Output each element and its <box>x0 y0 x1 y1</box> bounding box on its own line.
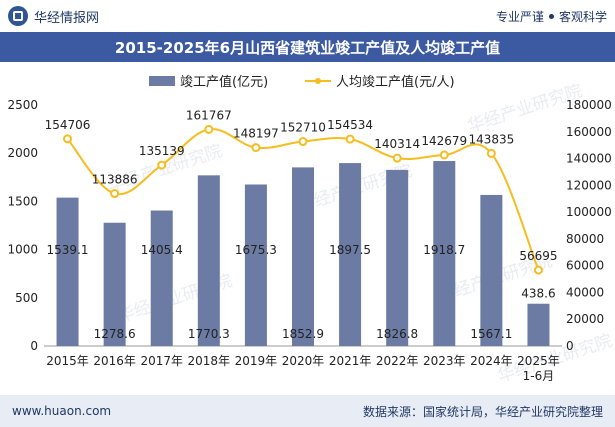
y-right-tick-label: 60000 <box>566 259 604 273</box>
line-data-label: 135139 <box>139 144 185 158</box>
x-tick-label: 2024年 <box>470 354 513 368</box>
chart: 华经产业研究院华经产业研究院华经产业研究院华经产业研究院华经产业研究院华经产业研… <box>7 74 614 387</box>
line-data-label: 161767 <box>186 108 232 122</box>
bar-data-label: 1918.7 <box>423 243 465 257</box>
legend-bar-swatch <box>149 76 175 86</box>
y-right-tick-label: 20000 <box>566 312 604 326</box>
line-data-label: 148197 <box>233 127 279 141</box>
brand: 华经情报网 <box>8 6 99 26</box>
bar <box>150 210 173 346</box>
chart-title: 2015-2025年6月山西省建筑业竣工产值及人均竣工产值 <box>114 38 501 57</box>
line-point <box>157 160 167 170</box>
y-right-tick-label: 120000 <box>566 178 612 192</box>
x-tick-label: 2015年 <box>46 354 89 368</box>
x-tick-label: 2022年 <box>376 354 419 368</box>
bar <box>56 197 79 346</box>
y-right-tick-label: 80000 <box>566 232 604 246</box>
y-right-tick-label: 40000 <box>566 285 604 299</box>
line-data-label: 56695 <box>519 249 557 263</box>
bar-data-label: 1852.9 <box>282 327 324 341</box>
bar-data-label: 1826.8 <box>376 327 418 341</box>
y-left-tick-label: 2500 <box>7 98 38 112</box>
x-tick-label: 2020年 <box>282 354 325 368</box>
line-point <box>251 143 261 153</box>
y-right-tick-label: 0 <box>566 339 574 353</box>
y-right-tick-label: 180000 <box>566 98 612 112</box>
bar-data-label: 1567.1 <box>470 327 512 341</box>
x-tick-label: 2018年 <box>188 354 231 368</box>
x-tick-label: 2019年 <box>235 354 278 368</box>
line-point <box>204 124 214 134</box>
bar <box>103 222 126 346</box>
line-data-label: 152710 <box>280 121 326 135</box>
data-source: 数据来源：国家统计局，华经产业研究院整理 <box>362 404 603 419</box>
line-point <box>533 265 543 275</box>
y-left-tick-label: 0 <box>30 339 38 353</box>
line-point <box>345 134 355 144</box>
bar <box>244 184 267 346</box>
y-left-tick-label: 1000 <box>7 243 38 257</box>
separator-dot-icon <box>548 13 554 19</box>
bar <box>292 167 314 346</box>
chart-title-bar: 2015-2025年6月山西省建筑业竣工产值及人均竣工产值 <box>0 32 615 62</box>
tag-objective: 客观科学 <box>558 9 607 24</box>
bar-data-label: 1278.6 <box>94 327 136 341</box>
bar-data-label: 1897.5 <box>329 243 371 257</box>
bar-data-label: 1675.3 <box>235 243 277 257</box>
top-bar: 华经情报网 专业严谨 客观科学 <box>0 0 615 32</box>
tag-professional: 专业严谨 <box>495 9 544 24</box>
line-data-label: 142679 <box>421 134 467 148</box>
line-point <box>392 153 402 163</box>
bar <box>480 194 503 346</box>
bar-data-label: 1539.1 <box>47 243 89 257</box>
bar <box>386 169 409 346</box>
y-left-tick-label: 500 <box>15 291 38 305</box>
website-link[interactable]: www.huaon.com <box>12 404 112 418</box>
bar-data-label: 1770.3 <box>188 327 230 341</box>
x-tick-label: 2021年 <box>329 354 372 368</box>
y-right-tick-label: 100000 <box>566 205 612 219</box>
bar-data-label: 1405.4 <box>141 243 183 257</box>
legend-line-label: 人均竣工产值(元/人) <box>336 74 455 90</box>
series-line <box>66 128 540 271</box>
y-right-tick-label: 140000 <box>566 152 612 166</box>
line-data-label: 154706 <box>45 118 91 132</box>
brand-logo-icon <box>8 6 28 26</box>
y-right-tick-label: 160000 <box>566 125 612 139</box>
bar <box>527 303 550 346</box>
x-tick-label: 2023年 <box>423 354 466 368</box>
footer: www.huaon.com 数据来源：国家统计局，华经产业研究院整理 <box>0 395 615 427</box>
bar <box>339 163 362 346</box>
tagline: 专业严谨 客观科学 <box>496 8 607 25</box>
x-tick-label: 2017年 <box>140 354 183 368</box>
line-data-label: 113886 <box>92 173 138 187</box>
line-point <box>110 189 120 199</box>
y-left-tick-label: 1500 <box>7 194 38 208</box>
brand-name: 华经情报网 <box>34 10 100 26</box>
line-point <box>439 150 449 160</box>
legend-bar-label: 竣工产值(亿元) <box>180 74 268 90</box>
bar-data-label: 438.6 <box>521 287 555 301</box>
x-tick-label: 2016年 <box>93 354 136 368</box>
x-tick-label: 1-6月 <box>523 369 555 383</box>
bar <box>197 175 220 346</box>
legend-line-marker <box>315 78 321 84</box>
x-tick-label: 2025年 <box>517 354 560 368</box>
line-data-label: 140314 <box>374 137 420 151</box>
bar <box>433 161 456 346</box>
line-point <box>63 134 73 144</box>
line-point <box>486 148 496 158</box>
line-point <box>298 137 308 147</box>
line-data-label: 143835 <box>468 132 514 146</box>
y-left-tick-label: 2000 <box>7 146 38 160</box>
line-data-label: 154534 <box>327 118 373 132</box>
